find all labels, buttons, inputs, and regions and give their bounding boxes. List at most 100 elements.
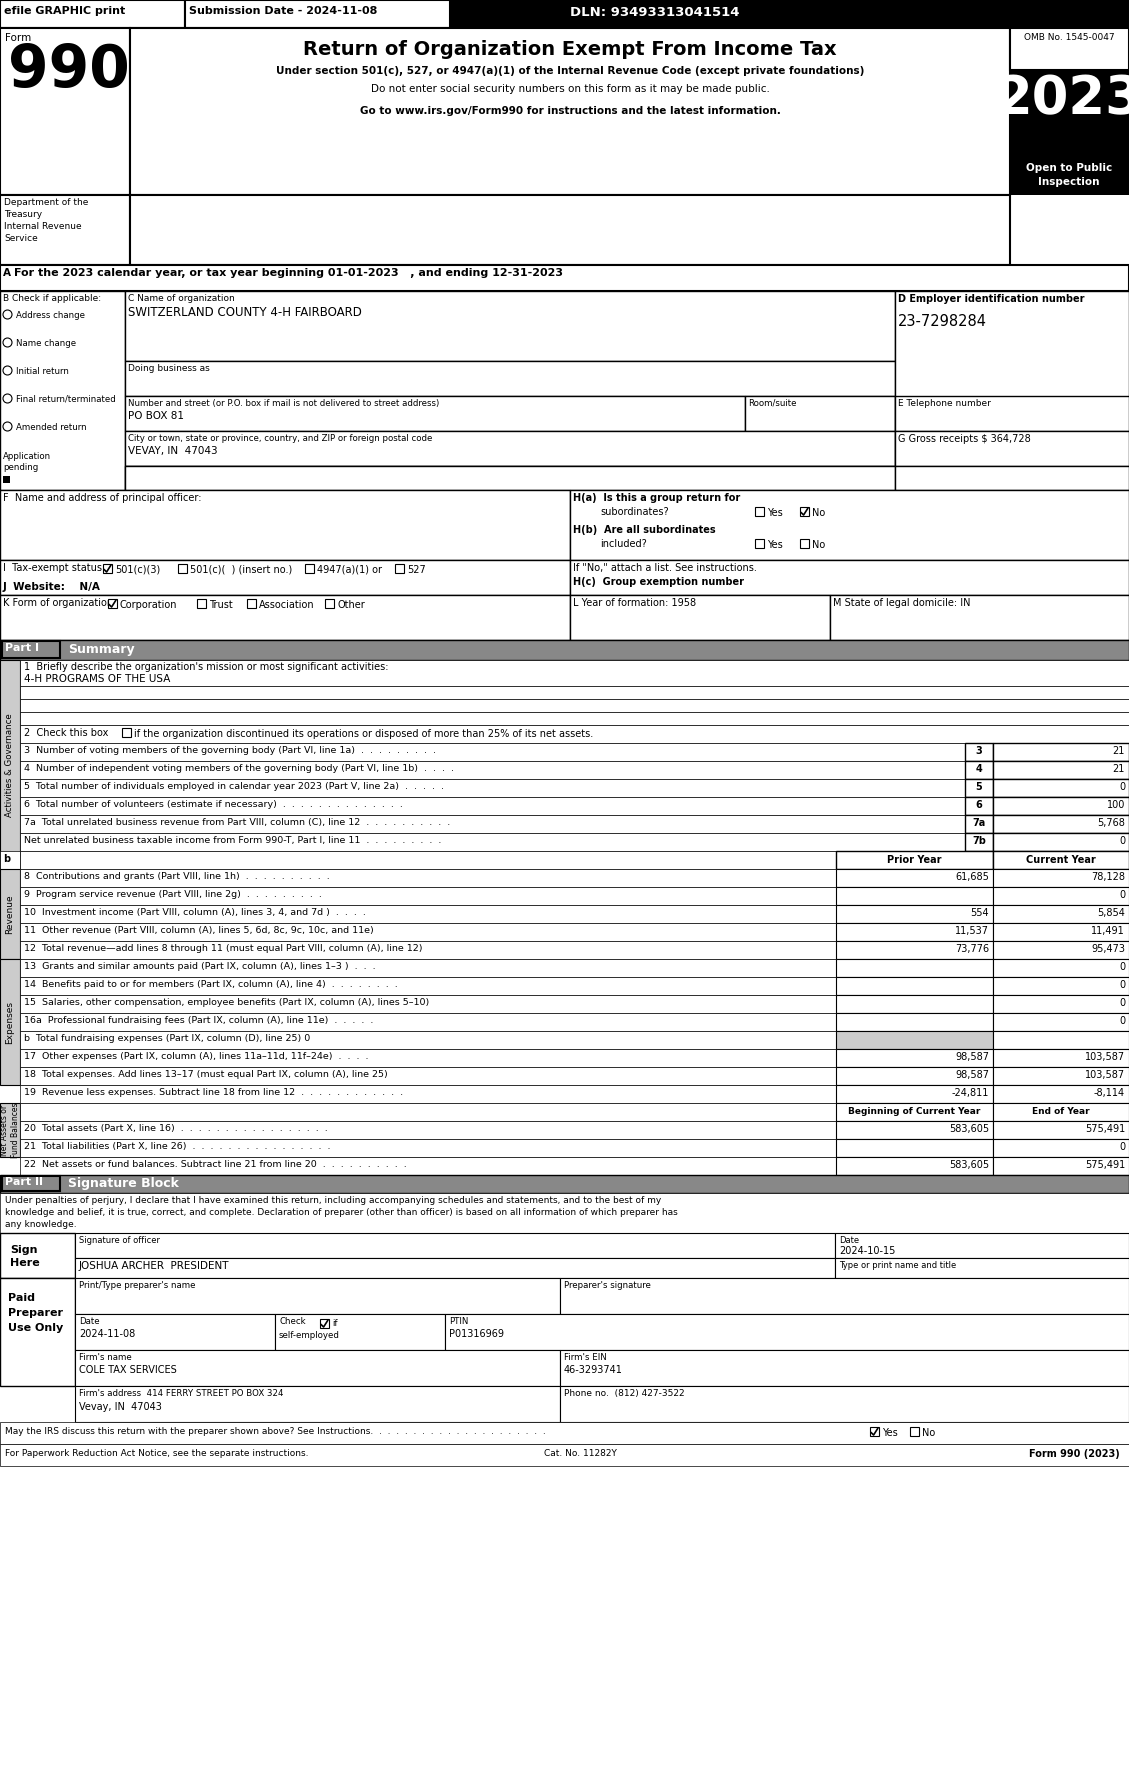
Text: L Year of formation: 1958: L Year of formation: 1958: [574, 599, 697, 608]
Text: Type or print name and title: Type or print name and title: [839, 1261, 956, 1270]
Text: H(b)  Are all subordinates: H(b) Are all subordinates: [574, 525, 716, 535]
Bar: [835, 1084, 994, 1104]
Text: 13  Grants and similar amounts paid (Part IX, column (A), lines 1–3 )  .  .  .: 13 Grants and similar amounts paid (Part…: [24, 962, 376, 971]
Text: PTIN: PTIN: [449, 1317, 469, 1326]
Text: 0: 0: [1119, 835, 1124, 846]
Bar: [560, 1386, 1129, 1422]
Text: 5: 5: [975, 782, 982, 791]
Text: if the organization discontinued its operations or disposed of more than 25% of : if the organization discontinued its ope…: [134, 729, 593, 738]
Text: Return of Organization Exempt From Income Tax: Return of Organization Exempt From Incom…: [304, 41, 837, 58]
Text: Association: Association: [259, 600, 315, 609]
Text: Inspection: Inspection: [1039, 177, 1100, 187]
Bar: [125, 360, 895, 396]
Text: Summary: Summary: [68, 643, 134, 655]
Bar: [20, 959, 1129, 977]
Bar: [108, 599, 117, 608]
Text: 0: 0: [1119, 998, 1124, 1008]
Bar: [0, 194, 130, 265]
Bar: [965, 779, 994, 796]
Bar: [994, 1031, 1129, 1049]
Bar: [0, 660, 20, 871]
Bar: [0, 1445, 1129, 1466]
Text: 6: 6: [975, 800, 982, 811]
Text: Part I: Part I: [5, 643, 40, 653]
Text: Treasury: Treasury: [5, 210, 42, 219]
Bar: [994, 994, 1129, 1014]
Text: Yes: Yes: [767, 509, 782, 517]
Text: self-employed: self-employed: [279, 1332, 340, 1340]
Bar: [994, 834, 1129, 851]
Text: 11,537: 11,537: [955, 925, 989, 936]
Text: Net unrelated business taxable income from Form 990-T, Part I, line 11  .  .  . : Net unrelated business taxable income fr…: [24, 835, 441, 844]
Bar: [870, 1427, 879, 1436]
Bar: [75, 1386, 560, 1422]
Bar: [0, 291, 125, 489]
Bar: [835, 1104, 994, 1121]
Text: 5,768: 5,768: [1097, 818, 1124, 828]
Text: Number and street (or P.O. box if mail is not delivered to street address): Number and street (or P.O. box if mail i…: [128, 399, 439, 408]
Bar: [445, 1314, 1129, 1349]
Bar: [2, 641, 60, 659]
Bar: [0, 489, 570, 560]
Text: VEVAY, IN  47043: VEVAY, IN 47043: [128, 447, 218, 456]
Bar: [994, 869, 1129, 887]
Text: Cat. No. 11282Y: Cat. No. 11282Y: [543, 1448, 616, 1459]
Bar: [20, 1139, 1129, 1157]
Text: 990: 990: [8, 42, 130, 99]
Text: 61,685: 61,685: [955, 872, 989, 881]
Text: 10  Investment income (Part VIII, column (A), lines 3, 4, and 7d )  .  .  .  .: 10 Investment income (Part VIII, column …: [24, 908, 366, 917]
Text: Internal Revenue: Internal Revenue: [5, 223, 81, 231]
Bar: [122, 728, 131, 736]
Text: Firm's EIN: Firm's EIN: [564, 1353, 606, 1362]
Bar: [75, 1279, 560, 1314]
Bar: [994, 796, 1129, 814]
Text: 15  Salaries, other compensation, employee benefits (Part IX, column (A), lines : 15 Salaries, other compensation, employe…: [24, 998, 429, 1007]
Text: P01316969: P01316969: [449, 1330, 504, 1339]
Bar: [0, 595, 570, 639]
Bar: [835, 1157, 994, 1174]
Bar: [835, 1121, 994, 1139]
Bar: [125, 431, 895, 466]
Text: Part II: Part II: [5, 1176, 43, 1187]
Bar: [835, 994, 994, 1014]
Text: Prior Year: Prior Year: [886, 855, 942, 865]
Bar: [125, 396, 745, 431]
Bar: [835, 851, 994, 869]
Bar: [835, 1067, 994, 1084]
Text: 4947(a)(1) or: 4947(a)(1) or: [317, 565, 382, 576]
Text: End of Year: End of Year: [1032, 1107, 1089, 1116]
Bar: [20, 851, 1129, 869]
Bar: [3, 477, 10, 482]
Bar: [835, 1014, 994, 1031]
Text: 4-H PROGRAMS OF THE USA: 4-H PROGRAMS OF THE USA: [24, 675, 170, 683]
Bar: [994, 977, 1129, 994]
Bar: [570, 489, 1129, 560]
Text: 2  Check this box: 2 Check this box: [24, 728, 108, 738]
Bar: [994, 887, 1129, 904]
Text: -8,114: -8,114: [1094, 1088, 1124, 1098]
Text: 20  Total assets (Part X, line 16)  .  .  .  .  .  .  .  .  .  .  .  .  .  .  . : 20 Total assets (Part X, line 16) . . . …: [24, 1123, 327, 1134]
Bar: [20, 796, 1129, 814]
Bar: [185, 0, 450, 28]
Text: 575,491: 575,491: [1085, 1123, 1124, 1134]
Text: 3: 3: [975, 745, 982, 756]
Bar: [20, 1084, 1129, 1104]
Text: 18  Total expenses. Add lines 13–17 (must equal Part IX, column (A), line 25): 18 Total expenses. Add lines 13–17 (must…: [24, 1070, 387, 1079]
Text: included?: included?: [599, 539, 647, 549]
Text: 0: 0: [1119, 1015, 1124, 1026]
Bar: [965, 834, 994, 851]
Bar: [1010, 161, 1129, 194]
Bar: [20, 1157, 1129, 1174]
Text: 6  Total number of volunteers (estimate if necessary)  .  .  .  .  .  .  .  .  .: 6 Total number of volunteers (estimate i…: [24, 800, 403, 809]
Bar: [20, 1049, 1129, 1067]
Bar: [895, 396, 1129, 431]
Bar: [835, 941, 994, 959]
Text: 100: 100: [1106, 800, 1124, 811]
Bar: [910, 1427, 919, 1436]
Text: efile GRAPHIC print: efile GRAPHIC print: [5, 5, 125, 16]
Bar: [325, 599, 334, 608]
Text: Under penalties of perjury, I declare that I have examined this return, includin: Under penalties of perjury, I declare th…: [5, 1196, 662, 1204]
Text: H(c)  Group exemption number: H(c) Group exemption number: [574, 577, 744, 586]
Bar: [994, 851, 1129, 869]
Text: Firm's address  414 FERRY STREET PO BOX 324: Firm's address 414 FERRY STREET PO BOX 3…: [79, 1390, 283, 1399]
